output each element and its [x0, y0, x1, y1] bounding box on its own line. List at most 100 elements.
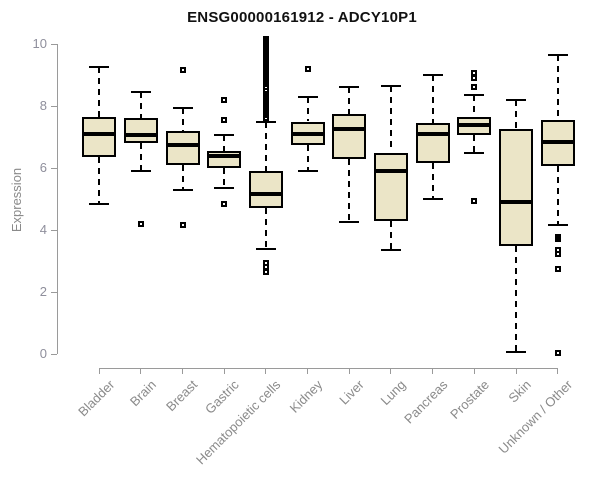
outlier-point	[554, 350, 561, 357]
whisker-cap	[547, 224, 568, 227]
median-line	[207, 153, 242, 158]
whisker-cap	[89, 202, 110, 205]
lower-whisker	[515, 245, 517, 353]
outlier-point	[554, 265, 561, 272]
upper-whisker	[473, 95, 476, 117]
whisker-cap	[464, 151, 485, 154]
whisker-cap	[547, 53, 568, 56]
y-tick-label: 8	[39, 98, 47, 113]
x-tick	[182, 368, 184, 374]
outlier-point	[137, 220, 144, 227]
median-line	[373, 169, 408, 174]
lower-whisker	[264, 208, 267, 249]
whisker-cap	[506, 351, 526, 354]
y-tick-label: 2	[39, 284, 47, 299]
box	[165, 130, 200, 165]
box	[415, 123, 450, 164]
median-line	[290, 131, 325, 136]
upper-whisker	[389, 85, 392, 153]
y-axis-line	[57, 44, 58, 354]
whisker-cap	[214, 134, 235, 137]
lower-whisker	[139, 143, 142, 172]
upper-whisker	[139, 92, 142, 119]
x-tick	[390, 368, 392, 374]
x-category-label: Prostate	[447, 377, 492, 422]
whisker-cap	[297, 95, 318, 98]
whisker-cap	[89, 66, 110, 69]
lower-whisker	[556, 166, 559, 226]
x-category-label: Pancreas	[400, 377, 451, 427]
whisker-cap	[380, 84, 401, 87]
median-line	[82, 131, 117, 136]
x-category-label: Lung	[377, 377, 409, 409]
whisker-cap	[130, 170, 151, 173]
x-tick	[223, 368, 225, 374]
whisker-cap	[172, 188, 193, 191]
y-tick-label: 6	[39, 160, 47, 175]
x-tick	[432, 368, 434, 374]
outlier-point	[221, 200, 228, 207]
x-tick	[140, 368, 142, 374]
x-category-label: Skin	[505, 377, 534, 406]
lower-whisker	[306, 144, 309, 172]
x-category-label: Bladder	[74, 377, 117, 420]
outlier-point	[471, 197, 478, 204]
upper-whisker	[223, 135, 226, 151]
whisker-cap	[172, 106, 193, 109]
y-tick	[51, 291, 57, 293]
lower-whisker	[181, 164, 184, 190]
outlier-point	[179, 67, 186, 74]
y-tick	[51, 43, 57, 45]
x-category-label: Unknown / Other	[495, 377, 576, 457]
upper-whisker	[348, 87, 351, 114]
box	[373, 152, 408, 221]
upper-whisker	[515, 99, 517, 130]
y-tick-label: 4	[39, 222, 47, 237]
lower-whisker	[223, 168, 226, 189]
box	[499, 129, 533, 246]
outlier-point	[471, 84, 478, 91]
outlier-point	[262, 268, 269, 275]
box	[332, 113, 367, 159]
whisker-cap	[255, 120, 276, 123]
box	[248, 171, 283, 209]
outlier-point	[554, 251, 561, 258]
lower-whisker	[431, 163, 434, 199]
x-tick	[307, 368, 309, 374]
upper-whisker	[556, 54, 559, 120]
x-tick	[98, 368, 100, 374]
x-tick	[265, 368, 267, 374]
x-category-label: Gastric	[202, 377, 242, 417]
lower-whisker	[98, 157, 101, 204]
whisker-cap	[380, 249, 401, 252]
median-line	[415, 131, 450, 136]
whisker-cap	[422, 74, 443, 76]
x-category-label: Breast	[163, 377, 201, 415]
y-tick-label: 0	[39, 346, 47, 361]
whisker-cap	[339, 86, 360, 89]
y-tick	[51, 353, 57, 355]
whisker-cap	[130, 91, 151, 94]
x-axis-line	[98, 368, 559, 369]
outlier-point	[262, 115, 269, 122]
outlier-point	[221, 116, 228, 123]
outlier-point	[471, 75, 478, 82]
median-line	[499, 200, 533, 205]
whisker-cap	[297, 170, 318, 173]
whisker-cap	[506, 98, 526, 101]
y-tick	[51, 105, 57, 107]
outlier-point	[221, 96, 228, 103]
x-category-label: Kidney	[286, 377, 326, 416]
x-category-label: Brain	[126, 377, 159, 410]
lower-whisker	[473, 135, 476, 153]
upper-whisker	[181, 107, 184, 131]
median-line	[123, 133, 158, 138]
median-line	[332, 127, 367, 132]
whisker-cap	[464, 94, 485, 97]
y-tick-label: 10	[32, 36, 47, 51]
upper-whisker	[98, 67, 101, 117]
upper-whisker	[431, 75, 434, 124]
x-tick	[557, 368, 559, 374]
x-tick	[473, 368, 475, 374]
